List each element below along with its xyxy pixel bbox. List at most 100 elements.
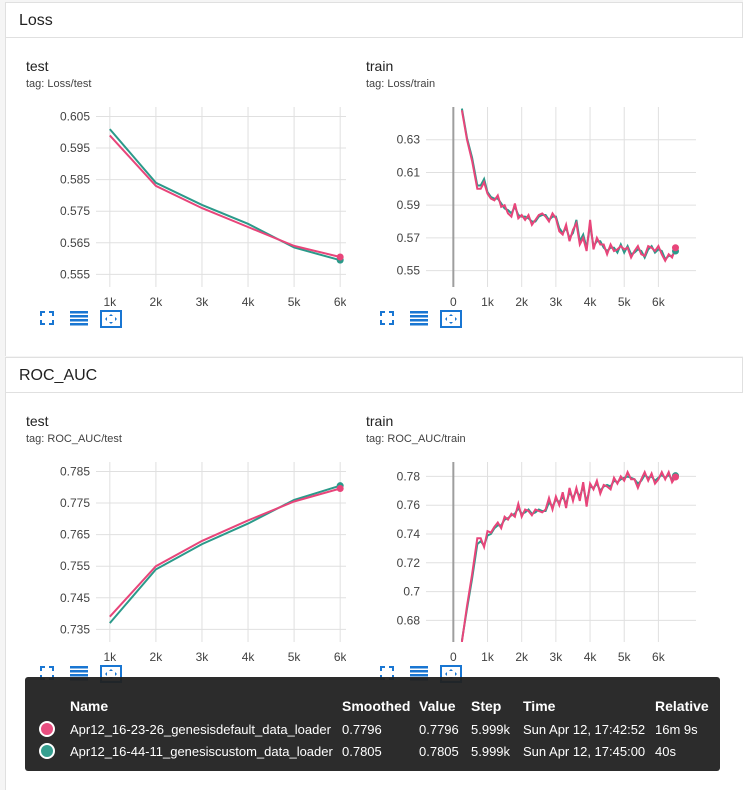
x-tick-label: 1k bbox=[103, 650, 117, 663]
y-tick-label: 0.72 bbox=[397, 556, 421, 570]
series-line-custom bbox=[109, 484, 341, 624]
y-tick-label: 0.68 bbox=[397, 613, 421, 627]
x-tick-label: 5k bbox=[618, 650, 632, 663]
header-name: Name bbox=[70, 698, 109, 714]
section-header-roc-auc[interactable]: ROC_AUC bbox=[5, 357, 743, 393]
section-title: Loss bbox=[19, 12, 53, 29]
y-tick-label: 0.755 bbox=[60, 559, 90, 573]
x-tick-label: 2k bbox=[150, 295, 164, 308]
section-title: ROC_AUC bbox=[19, 367, 98, 384]
x-tick-label: 2k bbox=[515, 650, 529, 663]
chart-card-roc-train: train tag: ROC_AUC/train 0 1k 2k 3k 4k 5k 6k 0.… bbox=[346, 403, 696, 693]
run-name: Apr12_16-44-11_genesiscustom_data_loader bbox=[70, 744, 333, 759]
y-tick-label: 0.63 bbox=[397, 133, 421, 147]
fit-domain-icon[interactable] bbox=[100, 310, 122, 330]
series-line-default bbox=[460, 110, 677, 263]
x-tick-label: 3k bbox=[196, 295, 210, 308]
y-tick-label: 0.775 bbox=[60, 496, 90, 510]
run-name: Apr12_16-23-26_genesisdefault_data_loade… bbox=[70, 722, 331, 737]
x-tick-label: 0 bbox=[450, 650, 457, 663]
x-tick-label: 4k bbox=[584, 295, 598, 308]
x-tick-label: 2k bbox=[515, 295, 529, 308]
card-title: train bbox=[366, 413, 394, 429]
x-tick-label: 5k bbox=[288, 650, 302, 663]
y-tick-label: 0.595 bbox=[60, 141, 90, 155]
section-header-loss[interactable]: Loss bbox=[5, 2, 743, 38]
run-relative: 40s bbox=[655, 744, 676, 759]
fullscreen-icon[interactable] bbox=[39, 310, 61, 330]
fit-domain-icon[interactable] bbox=[440, 310, 462, 330]
data-table-icon[interactable] bbox=[409, 310, 431, 330]
series-line-default bbox=[460, 469, 677, 642]
x-tick-label: 1k bbox=[103, 295, 117, 308]
series-line-default bbox=[109, 487, 341, 618]
y-tick-label: 0.605 bbox=[60, 109, 90, 123]
section-panel-loss: test tag: Loss/test 1k 2k 3k 4k 5k 6k 0.605 0.5… bbox=[5, 38, 743, 356]
y-tick-label: 0.745 bbox=[60, 591, 90, 605]
x-tick-label: 3k bbox=[550, 650, 564, 663]
run-time: Sun Apr 12, 17:45:00 bbox=[523, 744, 646, 759]
card-tag: tag: ROC_AUC/test bbox=[26, 433, 122, 445]
y-tick-label: 0.575 bbox=[60, 204, 90, 218]
y-tick-label: 0.74 bbox=[397, 527, 421, 541]
y-tick-label: 0.565 bbox=[60, 236, 90, 250]
x-tick-label: 5k bbox=[618, 295, 632, 308]
y-tick-label: 0.785 bbox=[60, 464, 90, 478]
run-color-dot bbox=[39, 721, 55, 737]
card-title: test bbox=[26, 58, 49, 74]
run-smoothed: 0.7796 bbox=[342, 722, 382, 737]
x-tick-label: 6k bbox=[334, 295, 346, 308]
line-chart[interactable]: 1k 2k 3k 4k 5k 6k 0.605 0.595 0.585 0.575 0.565 0.5… bbox=[6, 48, 346, 308]
card-tag: tag: Loss/train bbox=[366, 78, 436, 90]
y-tick-label: 0.555 bbox=[60, 267, 90, 281]
card-title: test bbox=[26, 413, 49, 429]
run-time: Sun Apr 12, 17:42:52 bbox=[523, 722, 646, 737]
y-tick-label: 0.585 bbox=[60, 173, 90, 187]
fullscreen-icon[interactable] bbox=[379, 310, 401, 330]
header-time: Time bbox=[523, 698, 556, 714]
run-step: 5.999k bbox=[471, 722, 511, 737]
x-tick-label: 0 bbox=[450, 295, 457, 308]
chart-card-loss-train: train tag: Loss/train 0 1k 2k 3k 4k 5k 6k 0.63 0… bbox=[346, 48, 696, 338]
x-tick-label: 4k bbox=[242, 295, 256, 308]
run-smoothed: 0.7805 bbox=[342, 744, 382, 759]
series-end-marker bbox=[336, 253, 344, 261]
y-tick-label: 0.55 bbox=[397, 264, 421, 278]
header-value: Value bbox=[419, 698, 456, 714]
line-chart[interactable]: 1k 2k 3k 4k 5k 6k 0.785 0.775 0.765 0.755 0.745 0.7… bbox=[6, 403, 346, 663]
series-line-custom bbox=[109, 128, 341, 262]
data-table-icon[interactable] bbox=[69, 310, 91, 330]
run-relative: 16m 9s bbox=[655, 722, 698, 737]
x-tick-label: 1k bbox=[481, 295, 495, 308]
card-tag: tag: Loss/test bbox=[26, 78, 92, 90]
x-tick-label: 3k bbox=[196, 650, 210, 663]
y-tick-label: 0.57 bbox=[397, 231, 421, 245]
x-tick-label: 4k bbox=[242, 650, 256, 663]
card-title: train bbox=[366, 58, 394, 74]
series-line-default bbox=[109, 134, 341, 258]
y-tick-label: 0.765 bbox=[60, 528, 90, 542]
chart-card-roc-test: test tag: ROC_AUC/test 1k 2k 3k 4k 5k 6k 0.785… bbox=[6, 403, 346, 693]
y-tick-label: 0.735 bbox=[60, 622, 90, 636]
fullscreen-icon[interactable] bbox=[379, 665, 401, 685]
card-tag: tag: ROC_AUC/train bbox=[366, 433, 466, 445]
x-tick-label: 6k bbox=[334, 650, 346, 663]
series-end-marker bbox=[336, 485, 344, 493]
x-tick-label: 5k bbox=[288, 295, 302, 308]
y-tick-label: 0.59 bbox=[397, 198, 421, 212]
x-tick-label: 6k bbox=[652, 295, 666, 308]
y-tick-label: 0.76 bbox=[397, 498, 421, 512]
line-chart[interactable]: 0 1k 2k 3k 4k 5k 6k 0.78 0.76 0.74 0.72 0.7 0.68 bbox=[346, 403, 706, 663]
run-value: 0.7805 bbox=[419, 744, 459, 759]
fullscreen-icon[interactable] bbox=[39, 665, 61, 685]
series-line-custom bbox=[460, 473, 677, 641]
run-value: 0.7796 bbox=[419, 722, 459, 737]
x-tick-label: 4k bbox=[584, 650, 598, 663]
y-tick-label: 0.78 bbox=[397, 469, 421, 483]
run-step: 5.999k bbox=[471, 744, 511, 759]
y-tick-label: 0.61 bbox=[397, 165, 421, 179]
x-tick-label: 3k bbox=[550, 295, 564, 308]
series-end-marker bbox=[671, 244, 679, 252]
line-chart[interactable]: 0 1k 2k 3k 4k 5k 6k 0.63 0.61 0.59 0.57 0.55 bbox=[346, 48, 706, 308]
header-relative: Relative bbox=[655, 698, 709, 714]
